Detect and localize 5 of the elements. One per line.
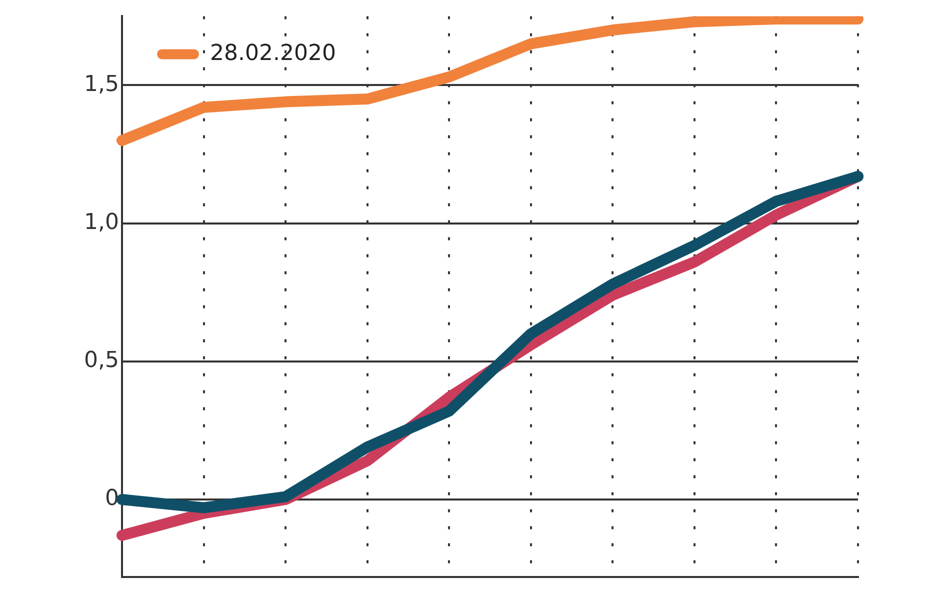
legend-label: 28.02.2020 (210, 40, 336, 66)
y-tick-label: 1,5 (84, 72, 119, 97)
y-tick-label: 1,0 (84, 210, 119, 236)
y-tick-label: 0,5 (84, 348, 119, 374)
y-tick-label: 0 (105, 486, 119, 512)
